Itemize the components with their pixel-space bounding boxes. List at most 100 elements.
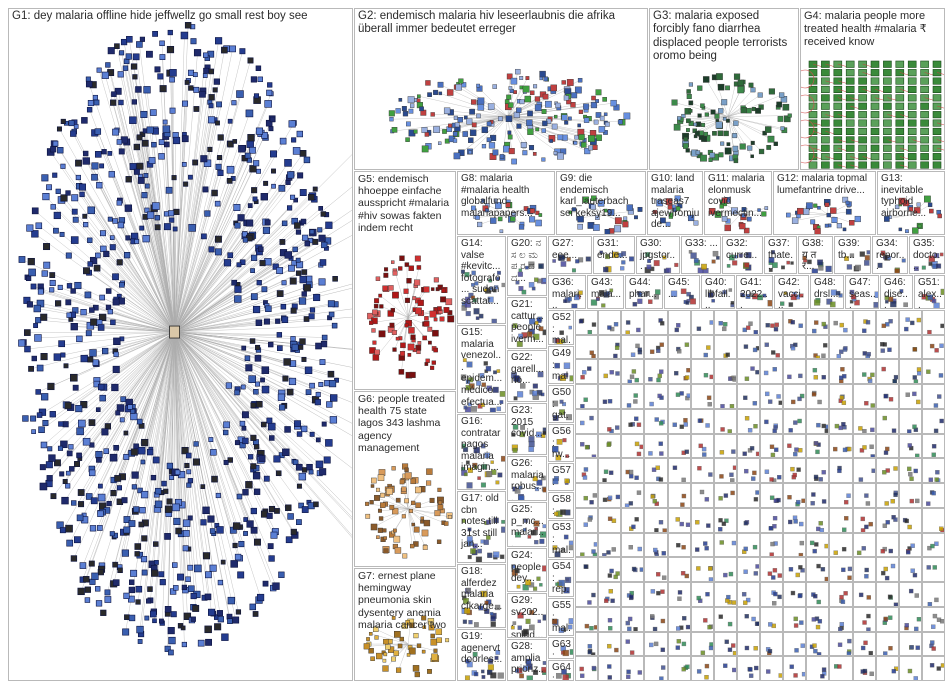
group-network-minor — [882, 645, 893, 656]
group-network-g58 — [554, 509, 571, 517]
group-label-g19: G19: agenervt doorles... — [461, 631, 503, 666]
group-network-minor — [674, 323, 680, 333]
group-network-minor — [626, 669, 643, 680]
group-network-g47 — [849, 289, 878, 308]
group-network-minor — [927, 541, 939, 550]
group-network-g50 — [552, 399, 572, 421]
group-network-g15 — [460, 358, 505, 412]
group-network-g9 — [568, 195, 643, 234]
group-network-g45 — [670, 288, 696, 305]
group-panel-minor — [783, 384, 807, 409]
group-panel-minor — [783, 310, 807, 335]
group-network-minor — [578, 318, 597, 334]
group-network-minor — [861, 372, 875, 384]
group-panel-minor — [644, 656, 668, 681]
group-panel-minor — [921, 433, 945, 459]
group-panel-minor — [598, 483, 622, 508]
group-panel-minor — [644, 532, 668, 558]
group-network-minor — [727, 376, 736, 383]
group-panel-minor — [783, 532, 807, 558]
group-panel-minor — [598, 310, 622, 335]
group-network-minor — [904, 616, 921, 631]
group-network-minor — [675, 391, 690, 401]
group-network-minor — [766, 669, 783, 678]
group-network-minor — [653, 547, 667, 557]
group-network-g43 — [590, 288, 614, 308]
group-network-minor — [882, 615, 893, 625]
group-network-g11 — [709, 196, 769, 234]
group-panel-minor — [760, 507, 784, 533]
group-panel-minor — [667, 433, 691, 459]
group-network-minor — [694, 519, 711, 528]
group-panel-minor — [852, 433, 876, 459]
group-panel-minor — [898, 408, 922, 434]
group-network-g41 — [740, 292, 772, 307]
group-panel-minor — [621, 606, 645, 632]
group-label-g52: G52: mal... — [552, 312, 571, 345]
group-panel-minor — [921, 458, 945, 484]
group-panel-g5: G5: endemisch hhoeppe einfache aussprich… — [354, 171, 456, 390]
group-network-g25 — [515, 518, 546, 545]
group-panel-minor — [598, 557, 622, 583]
group-network-minor — [743, 395, 757, 406]
group-panel-minor — [690, 557, 714, 583]
group-network-g35 — [914, 252, 944, 272]
group-panel-minor — [760, 606, 784, 632]
group-panel-minor — [852, 384, 876, 409]
group-panel-minor — [736, 656, 760, 681]
group-panel-minor — [713, 359, 737, 385]
group-label-g47: G47: seas... — [849, 277, 876, 309]
group-panel-minor — [644, 359, 668, 385]
group-network-minor — [835, 421, 848, 430]
group-panel-minor — [852, 606, 876, 632]
group-label-g26: G26: malaria robus... — [511, 458, 544, 501]
group-network-g28 — [515, 658, 546, 680]
group-panel-minor — [621, 631, 645, 657]
group-label-g48: G48: drsl... — [814, 277, 839, 300]
group-network-minor — [861, 319, 870, 333]
group-panel-minor — [852, 631, 876, 657]
group-network-minor — [863, 493, 870, 506]
group-network-minor — [607, 425, 620, 433]
group-panel-minor — [736, 310, 760, 335]
group-network-minor — [887, 594, 898, 606]
group-network-minor — [631, 343, 643, 357]
group-network-minor — [833, 546, 847, 555]
group-network-minor — [769, 495, 781, 504]
group-network-minor — [788, 418, 802, 433]
group-network-minor — [579, 666, 597, 679]
group-panel-minor — [760, 359, 784, 385]
group-panel-g12: G12: malaria topmal lumefantrine drive..… — [773, 171, 876, 235]
group-label-g51: G51: alex... — [918, 277, 942, 309]
group-network-minor — [613, 342, 620, 358]
group-network-minor — [834, 664, 842, 669]
group-network-minor — [768, 622, 776, 628]
group-panel-minor — [921, 334, 945, 360]
group-network-minor — [602, 469, 614, 483]
group-panel-minor — [875, 532, 899, 558]
group-network-minor — [606, 441, 612, 447]
group-panel-minor — [621, 557, 645, 583]
group-panel-minor — [875, 458, 899, 484]
group-panel-minor — [736, 606, 760, 632]
group-panel-minor — [667, 483, 691, 508]
group-network-minor — [769, 540, 778, 557]
group-network-minor — [810, 642, 822, 656]
group-panel-g47: G47: seas... — [845, 275, 879, 309]
group-panel-minor — [760, 582, 784, 607]
group-network-minor — [720, 404, 734, 408]
group-panel-minor — [921, 631, 945, 657]
group-panel-minor — [829, 359, 853, 385]
group-network-minor — [765, 646, 773, 656]
group-label-g28: G28: amplia prioriz... — [511, 641, 544, 680]
group-panel-minor — [806, 656, 830, 681]
group-network-minor — [790, 467, 801, 480]
group-panel-minor — [621, 656, 645, 681]
group-panel-minor — [644, 606, 668, 632]
group-panel-minor — [898, 310, 922, 335]
group-network-g40 — [707, 288, 734, 308]
group-network-g20 — [515, 261, 546, 295]
group-label-g58: G58: art... — [552, 494, 571, 518]
group-network-minor — [880, 546, 893, 553]
group-network-minor — [793, 616, 804, 628]
